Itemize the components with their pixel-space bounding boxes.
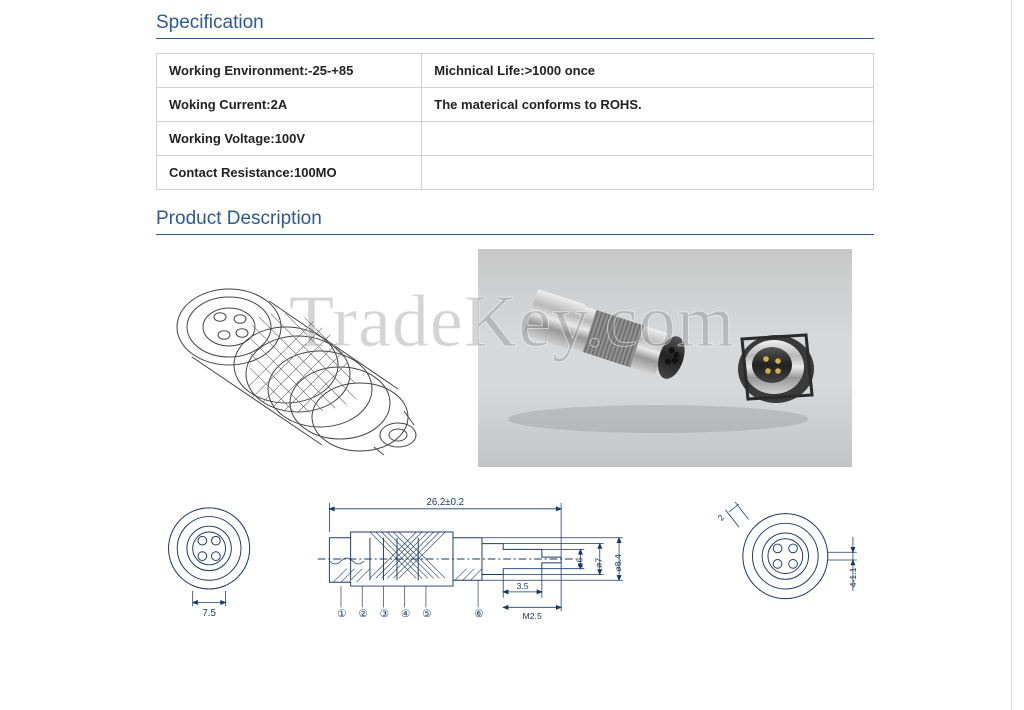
table-row: Woking Current:2A The materical conforms… bbox=[157, 88, 874, 122]
front-view-drawing: 7.5 bbox=[156, 496, 262, 624]
table-row: Working Voltage:100V bbox=[157, 122, 874, 156]
specification-heading: Specification bbox=[156, 12, 874, 34]
callout-5: ⑤ bbox=[422, 608, 432, 620]
dim-rear2: 4-1.1 bbox=[848, 567, 858, 587]
table-row: Contact Resistance:100MO bbox=[157, 156, 874, 190]
page-border bbox=[1011, 0, 1012, 710]
image-row bbox=[156, 249, 874, 467]
dim-face-diameter: 7.5 bbox=[202, 608, 215, 619]
spec-cell: The materical conforms to ROHS. bbox=[422, 88, 874, 122]
dim-d3: ø8.4 bbox=[613, 554, 623, 572]
dim-d1: ø6 bbox=[575, 558, 585, 568]
spec-cell: Working Environment:-25-+85 bbox=[157, 54, 422, 88]
specification-rule bbox=[156, 38, 874, 39]
spec-cell: Working Voltage:100V bbox=[157, 122, 422, 156]
specification-table: Working Environment:-25-+85 Michnical Li… bbox=[156, 53, 874, 190]
page-content: Specification Working Environment:-25-+8… bbox=[0, 0, 1024, 629]
callout-4: ④ bbox=[401, 608, 411, 620]
dim-d2: ø7 bbox=[594, 558, 604, 568]
callout-6: ⑥ bbox=[474, 608, 484, 620]
side-section-drawing: 26.2±0.2 ø6 ø7 ø8.4 bbox=[312, 491, 660, 629]
spec-cell: Michnical Life:>1000 once bbox=[422, 54, 874, 88]
dim-step: 3.5 bbox=[517, 581, 529, 591]
spec-cell: Woking Current:2A bbox=[157, 88, 422, 122]
connector-photo bbox=[478, 249, 852, 467]
callout-1: ① bbox=[337, 608, 347, 620]
callout-3: ③ bbox=[380, 608, 390, 620]
product-description-heading: Product Description bbox=[156, 208, 874, 230]
dimension-drawing-row: 7.5 bbox=[156, 491, 874, 629]
dim-thread: M2.5 bbox=[523, 611, 542, 621]
spec-cell bbox=[422, 156, 874, 190]
dim-rear1: 2 bbox=[715, 512, 726, 522]
spec-cell: Contact Resistance:100MO bbox=[157, 156, 422, 190]
dim-overall-length: 26.2±0.2 bbox=[427, 497, 464, 508]
spec-cell bbox=[422, 122, 874, 156]
table-row: Working Environment:-25-+85 Michnical Li… bbox=[157, 54, 874, 88]
callout-2: ② bbox=[359, 608, 369, 620]
rear-view-drawing: 2 4-1.1 bbox=[710, 496, 874, 624]
product-description-rule bbox=[156, 234, 874, 235]
connector-iso-drawing bbox=[156, 249, 466, 467]
